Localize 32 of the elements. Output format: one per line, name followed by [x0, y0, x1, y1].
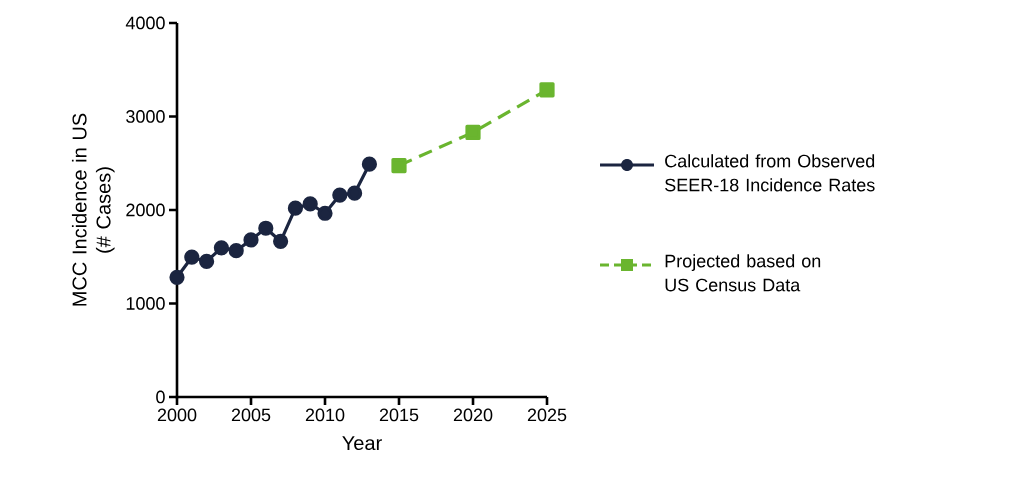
- point: [539, 82, 555, 98]
- point: [302, 196, 318, 212]
- legend-label: Projected based on US Census Data: [665, 254, 821, 292]
- point: [258, 220, 274, 236]
- point: [465, 124, 481, 140]
- point: [199, 253, 215, 270]
- point: [228, 243, 244, 259]
- x-tick-label: 2000: [157, 408, 197, 422]
- x-tick-label: 2020: [453, 408, 493, 422]
- point: [213, 240, 229, 256]
- x-tick-label: 2005: [231, 408, 271, 422]
- y-tick-label: 3000: [126, 110, 165, 123]
- point: [361, 156, 377, 172]
- point: [169, 269, 185, 285]
- legend-label: Calculated from Observed SEER-18 Incidence Rates: [665, 154, 875, 192]
- point: [347, 185, 363, 201]
- point: [332, 187, 348, 203]
- x-axis-title: Year: [342, 436, 382, 451]
- point: [391, 157, 407, 174]
- x-tick-label: 2015: [379, 408, 419, 422]
- x-tick-label: 2025: [527, 408, 567, 422]
- point: [317, 205, 333, 221]
- y-tick-label: 1000: [126, 297, 165, 310]
- point: [287, 200, 303, 216]
- point: [273, 233, 289, 249]
- y-axis-title: MCC Incidence in US (# Cases): [71, 113, 115, 306]
- y-tick-label: 2000: [126, 203, 165, 217]
- y-tick-label: 0: [156, 390, 165, 404]
- point: [184, 249, 200, 265]
- y-tick-label: 4000: [125, 16, 165, 30]
- x-tick-label: 2010: [305, 408, 345, 422]
- point: [243, 232, 259, 248]
